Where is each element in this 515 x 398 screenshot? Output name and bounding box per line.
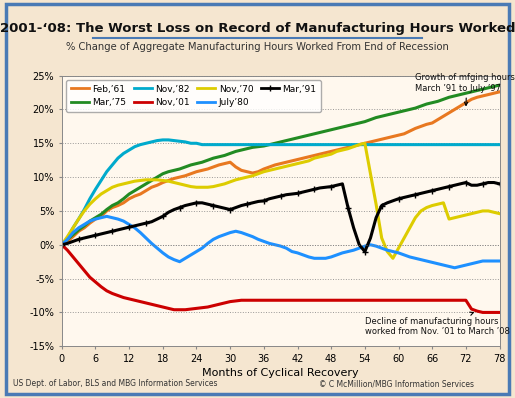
Text: % Change of Aggregate Manufacturing Hours Worked From End of Recession: % Change of Aggregate Manufacturing Hour… — [66, 42, 449, 52]
Text: Growth of mfging hours:
March ’91 to July ’97: Growth of mfging hours: March ’91 to Jul… — [416, 73, 515, 105]
Legend: Feb,’61, Mar,’75, Nov,’82, Nov,’01, Nov,’70, July’80, Mar,’91: Feb,’61, Mar,’75, Nov,’82, Nov,’01, Nov,… — [66, 80, 321, 112]
Text: 2001-‘08: The Worst Loss on Record of Manufacturing Hours Worked: 2001-‘08: The Worst Loss on Record of Ma… — [0, 22, 515, 35]
Text: © C McMillion/MBG Information Services: © C McMillion/MBG Information Services — [319, 379, 474, 388]
FancyBboxPatch shape — [6, 4, 509, 394]
Text: US Dept. of Labor, BLS and MBG Information Services: US Dept. of Labor, BLS and MBG Informati… — [13, 379, 217, 388]
Text: Decline of manufacturing hours
worked from Nov. ’01 to March ’08: Decline of manufacturing hours worked fr… — [365, 312, 510, 336]
X-axis label: Months of Cyclical Recovery: Months of Cyclical Recovery — [202, 368, 359, 378]
